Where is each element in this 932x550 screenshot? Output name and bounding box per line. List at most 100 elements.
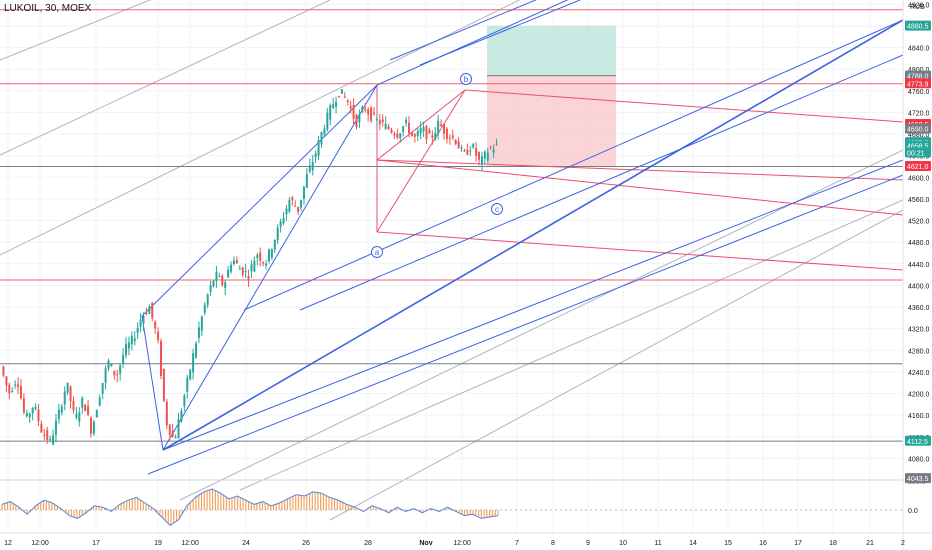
- candle-body: [294, 205, 297, 207]
- candle-body: [75, 413, 78, 418]
- y-tick-label-13: 4600.0: [908, 175, 930, 182]
- y-tick-label-15: 4680.0: [908, 132, 930, 139]
- candle-body: [364, 109, 367, 111]
- candle-body: [256, 254, 259, 259]
- candle-body: [227, 269, 230, 278]
- candle-body: [282, 217, 285, 224]
- y-tick-label-19: 4840.0: [908, 46, 930, 53]
- candle-body: [413, 134, 416, 137]
- candle-body: [5, 376, 8, 386]
- candle-body: [81, 397, 84, 408]
- pitchfork-line-6[interactable]: [376, 0, 903, 86]
- pitchfork-line-9[interactable]: [299, 54, 904, 311]
- x-tick-label-21: 2: [901, 540, 905, 547]
- candle-body: [457, 141, 460, 149]
- candle-body: [483, 151, 486, 159]
- pitchfork-line-1[interactable]: [141, 315, 164, 451]
- candle-body: [492, 149, 495, 153]
- pitchfork-line-2[interactable]: [162, 84, 378, 451]
- osc-zero-label: 0.0: [908, 508, 918, 515]
- time-axis[interactable]: 12 12:00 17 19 12:00 24 26 28 Nov 12:00 7 8 9 10 11 14 1…: [4, 540, 905, 547]
- candle-body: [410, 132, 413, 136]
- candle-body: [443, 124, 446, 134]
- candle-body: [157, 331, 160, 341]
- y-tick-label-4: 4240.0: [908, 370, 930, 377]
- candle-body: [297, 206, 300, 212]
- candle-body: [402, 126, 405, 132]
- candle-body: [133, 338, 136, 342]
- candle-body: [486, 152, 489, 161]
- long-position-tool[interactable]: [487, 25, 616, 166]
- y-tick-label-0: 4080.0: [908, 456, 930, 463]
- bg-trend-line-1: [0, 0, 331, 156]
- candle-body: [92, 421, 95, 434]
- pitchfork-line-8[interactable]: [419, 0, 581, 66]
- candle-body: [52, 435, 55, 445]
- pitchfork-line-7[interactable]: [389, 0, 560, 61]
- candle-body: [104, 368, 107, 383]
- candle-body: [136, 327, 139, 333]
- y-tick-label-6: 4320.0: [908, 327, 930, 334]
- stop-zone[interactable]: [487, 75, 616, 166]
- price-badge-10: [905, 473, 931, 484]
- pitchfork-median[interactable]: [162, 19, 904, 451]
- wave-label-a: a: [375, 248, 380, 257]
- x-tick-label-2: 17: [92, 540, 100, 547]
- y-tick-label-5: 4280.0: [908, 348, 930, 355]
- wave-label-b: b: [464, 75, 469, 84]
- fan-line-1[interactable]: [376, 159, 904, 216]
- candle-body: [440, 124, 443, 127]
- candle-body: [37, 409, 40, 422]
- candle-body: [107, 360, 110, 369]
- x-tick-label-4: 12:00: [181, 540, 199, 547]
- y-tick-label-7: 4360.0: [908, 305, 930, 312]
- x-tick-label-11: 8: [551, 540, 555, 547]
- horizontal-lines[interactable]: [0, 9, 903, 442]
- candle-body: [31, 407, 34, 414]
- candle-body: [343, 96, 346, 98]
- candle-body: [466, 149, 469, 155]
- candle-body: [206, 294, 209, 306]
- candle-body: [253, 261, 256, 272]
- pitchfork-line-5[interactable]: [147, 174, 904, 475]
- symbol-title: LUKOIL, 30, MOEX: [4, 3, 92, 14]
- x-tick-label-10: 7: [515, 540, 519, 547]
- fan-line-2[interactable]: [376, 231, 904, 271]
- bg-trend-line-0: [0, 0, 152, 61]
- target-zone[interactable]: [487, 25, 616, 76]
- price-badge-label-2: 4773.9: [907, 81, 929, 88]
- price-badge-1: [905, 70, 931, 81]
- fan-line-0[interactable]: [376, 159, 904, 181]
- candle-body: [367, 109, 370, 115]
- pitchfork-line-0[interactable]: [141, 84, 378, 317]
- y-tick-label-8: 4400.0: [908, 283, 930, 290]
- price-badge-label-6: 4658.5: [907, 144, 929, 151]
- candle-body: [416, 130, 419, 137]
- y-tick-label-11: 4520.0: [908, 219, 930, 226]
- price-badge-label-10: 4043.5: [907, 476, 929, 483]
- pitchfan-red[interactable]: [376, 85, 904, 271]
- candle-body: [195, 343, 198, 358]
- candle-body: [358, 114, 361, 123]
- fan-line-3[interactable]: [464, 89, 904, 123]
- candle-body: [352, 104, 355, 119]
- candle-body: [285, 208, 288, 215]
- wave-label-circle-b: [460, 73, 472, 85]
- candle-body: [8, 384, 11, 394]
- candle-body: [189, 369, 192, 380]
- candle-body: [11, 390, 14, 392]
- candle-body: [472, 144, 475, 148]
- pitchfork-line-4[interactable]: [162, 159, 904, 451]
- bg-trend-line-2: [0, 0, 521, 256]
- candle-body: [215, 271, 218, 281]
- candle-body: [265, 263, 268, 266]
- candle-body: [381, 119, 384, 123]
- candle-body: [17, 384, 20, 387]
- candle-body: [22, 398, 25, 413]
- pitchfork-blue[interactable]: [141, 0, 904, 475]
- fan-line-4[interactable]: [376, 89, 466, 233]
- candle-body: [244, 271, 247, 273]
- pitchfork-line-3[interactable]: [243, 19, 904, 311]
- candle-body: [40, 423, 43, 433]
